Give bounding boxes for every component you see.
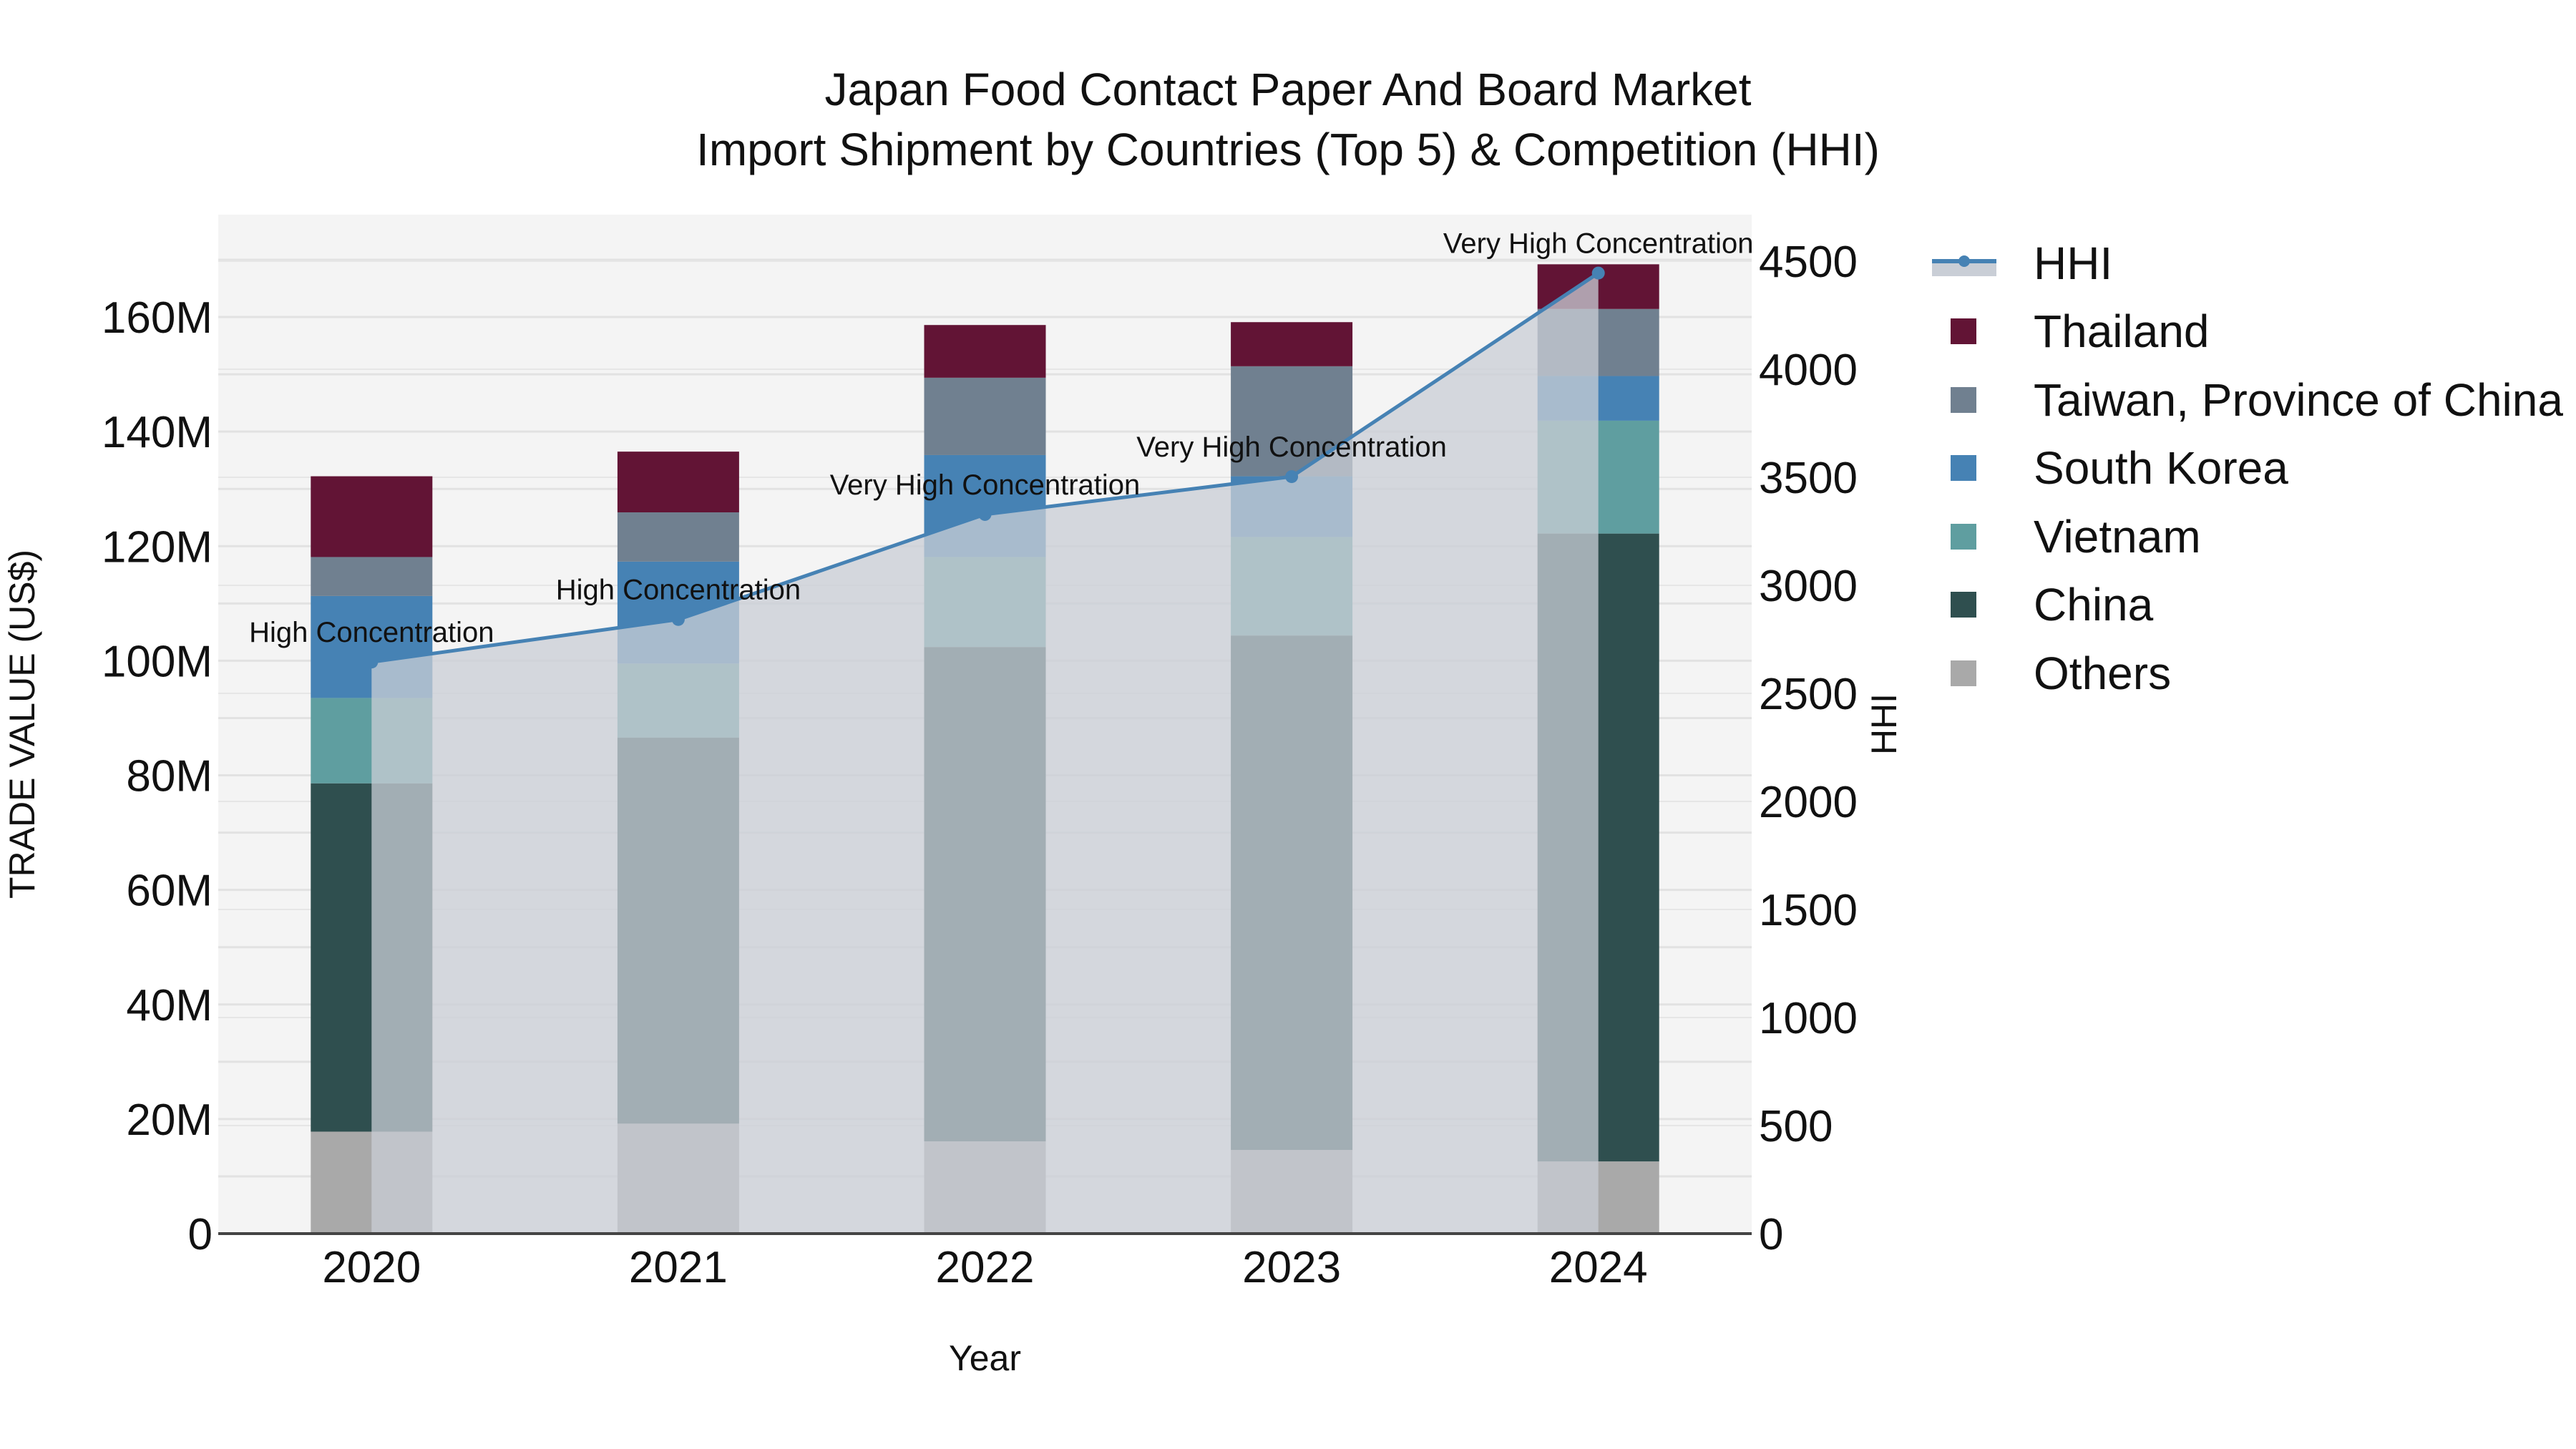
legend-label: China xyxy=(2034,579,2154,631)
y-tick-label: 60M xyxy=(126,867,213,916)
chart-title-line1: Japan Food Contact Paper And Board Marke… xyxy=(824,64,1752,115)
legend-label: Thailand xyxy=(2034,306,2210,358)
y-tick-label: 20M xyxy=(126,1096,213,1145)
y2-tick-label: 3500 xyxy=(1759,454,1858,503)
color-swatch-icon xyxy=(1951,318,1976,345)
y2-tick-label: 4000 xyxy=(1759,346,1858,395)
x-tick-label: 2021 xyxy=(629,1243,728,1292)
y-axis-title: TRADE VALUE (US$) xyxy=(2,550,42,899)
bar-segment-taiwan-province-of-china[interactable] xyxy=(617,512,739,562)
color-swatch-icon xyxy=(1951,592,1976,618)
bar-segment-thailand[interactable] xyxy=(924,325,1046,378)
y2-tick-label: 4500 xyxy=(1759,238,1858,287)
bar-segment-taiwan-province-of-china[interactable] xyxy=(924,377,1046,455)
color-swatch-icon xyxy=(1951,455,1976,482)
y2-tick-label: 2500 xyxy=(1759,670,1858,719)
y2-tick-label: 3000 xyxy=(1759,562,1858,611)
y2-tick-label: 1000 xyxy=(1759,994,1858,1043)
y2-tick-label: 500 xyxy=(1759,1102,1833,1151)
legend-item-china[interactable]: China xyxy=(1918,571,2563,640)
y-tick-label: 0 xyxy=(188,1210,213,1259)
legend-item-south-korea[interactable]: South Korea xyxy=(1918,434,2563,503)
legend-label: HHI xyxy=(2034,237,2113,289)
line-marker-icon xyxy=(1932,250,1996,276)
legend-label: South Korea xyxy=(2034,442,2288,494)
hhi-annotation: Very High Concentration xyxy=(1136,431,1447,463)
x-tick-label: 2023 xyxy=(1242,1243,1341,1292)
color-swatch-icon xyxy=(1951,523,1976,550)
hhi-point[interactable] xyxy=(671,613,685,626)
y-tick-label: 40M xyxy=(126,981,213,1030)
chart-title-line2: Import Shipment by Countries (Top 5) & C… xyxy=(696,124,1880,175)
y2-axis-title: HHI xyxy=(1864,693,1904,755)
legend-label: Taiwan, Province of China xyxy=(2034,374,2563,426)
y-tick-label: 80M xyxy=(126,752,213,801)
hhi-point[interactable] xyxy=(1591,266,1605,280)
hhi-annotation: High Concentration xyxy=(249,617,494,648)
hhi-annotation: Very High Concentration xyxy=(1443,228,1754,260)
bar-segment-thailand[interactable] xyxy=(1231,322,1353,366)
legend-item-vietnam[interactable]: Vietnam xyxy=(1918,502,2563,571)
y-tick-label: 140M xyxy=(102,408,213,457)
color-swatch-icon xyxy=(1951,660,1976,686)
y-tick-label: 160M xyxy=(102,293,213,343)
bar-segment-thailand[interactable] xyxy=(311,476,433,557)
y2-tick-label: 2000 xyxy=(1759,778,1858,827)
hhi-area xyxy=(371,273,1599,1234)
legend-label: Others xyxy=(2034,647,2172,699)
legend-label: Vietnam xyxy=(2034,510,2201,562)
legend: HHI Thailand Taiwan, Province of China Sout… xyxy=(1918,229,2563,708)
hhi-annotation: High Concentration xyxy=(556,575,801,606)
y-tick-label: 100M xyxy=(102,637,213,686)
hhi-annotation: Very High Concentration xyxy=(830,469,1141,501)
y2-tick-label: 0 xyxy=(1759,1210,1783,1259)
bar-segment-taiwan-province-of-china[interactable] xyxy=(311,557,433,596)
x-tick-label: 2022 xyxy=(936,1243,1035,1292)
y2-tick-label: 1500 xyxy=(1759,886,1858,935)
color-swatch-icon xyxy=(1951,386,1976,413)
bar-segment-thailand[interactable] xyxy=(617,452,739,513)
legend-item-taiwan-province-of-china[interactable]: Taiwan, Province of China xyxy=(1918,366,2563,434)
x-axis-title: Year xyxy=(949,1338,1021,1378)
hhi-point[interactable] xyxy=(978,507,992,521)
hhi-point[interactable] xyxy=(1285,470,1299,484)
x-tick-label: 2020 xyxy=(322,1243,421,1292)
x-tick-label: 2024 xyxy=(1549,1243,1648,1292)
legend-item-hhi[interactable]: HHI xyxy=(1918,229,2563,298)
legend-item-thailand[interactable]: Thailand xyxy=(1918,298,2563,366)
legend-item-others[interactable]: Others xyxy=(1918,639,2563,708)
y-tick-label: 120M xyxy=(102,522,213,572)
hhi-point[interactable] xyxy=(365,655,379,669)
